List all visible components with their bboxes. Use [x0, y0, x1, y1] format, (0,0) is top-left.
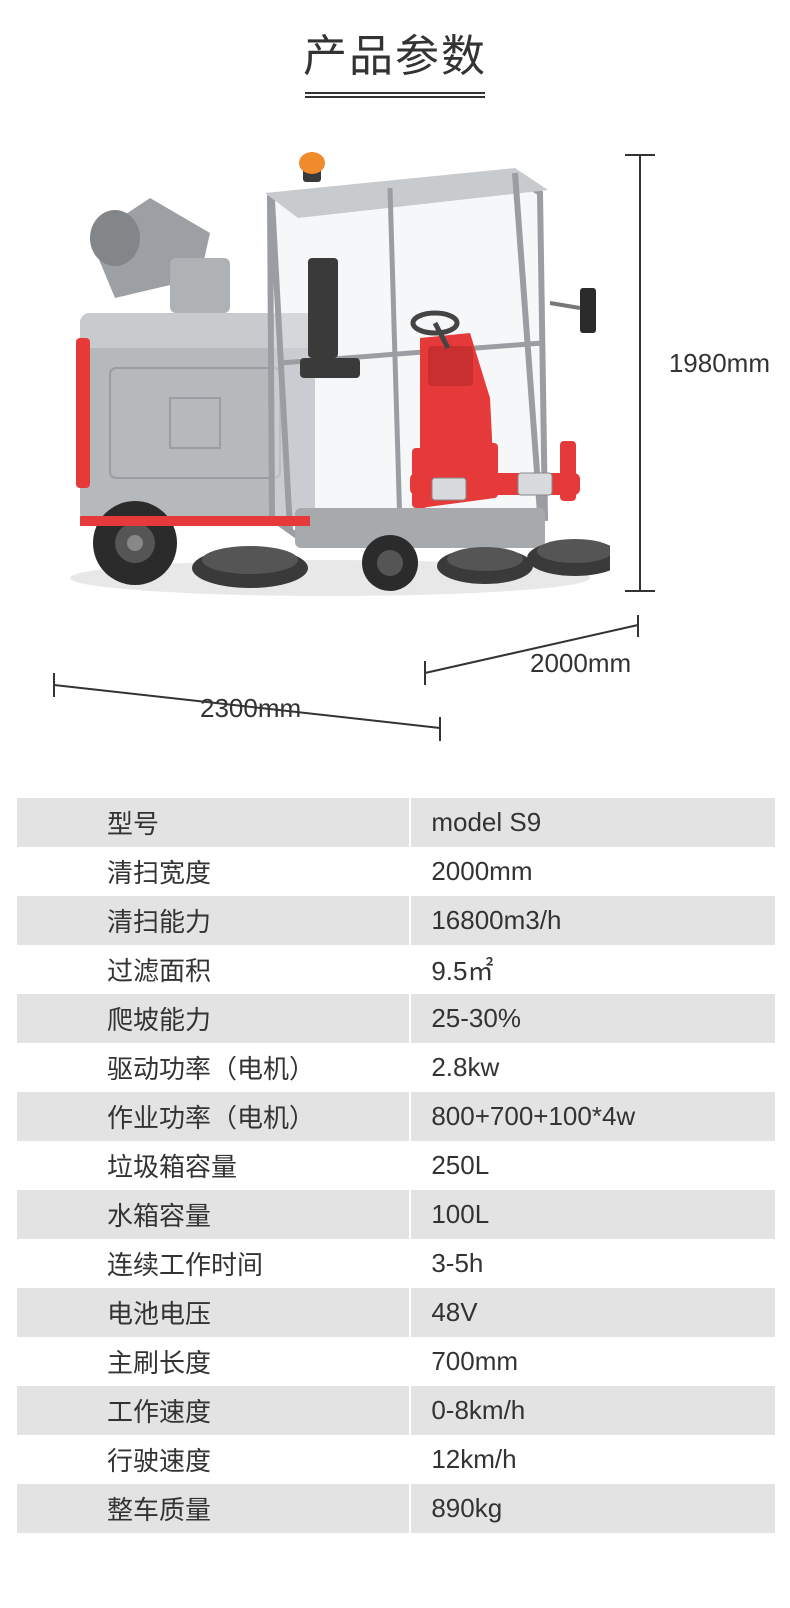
table-row: 清扫能力16800m3/h: [16, 896, 775, 945]
spec-label: 水箱容量: [16, 1190, 410, 1239]
table-row: 连续工作时间3-5h: [16, 1239, 775, 1288]
spec-value: 3-5h: [410, 1239, 775, 1288]
spec-label: 整车质量: [16, 1484, 410, 1533]
spec-value: 16800m3/h: [410, 896, 775, 945]
table-row: 作业功率（电机）800+700+100*4w: [16, 1092, 775, 1141]
height-dimension-line: [625, 153, 655, 593]
spec-label: 行驶速度: [16, 1435, 410, 1484]
spec-value: 9.5㎡: [410, 945, 775, 994]
spec-value: 25-30%: [410, 994, 775, 1043]
spec-label: 爬坡能力: [16, 994, 410, 1043]
spec-label: 驱动功率（电机）: [16, 1043, 410, 1092]
table-row: 过滤面积9.5㎡: [16, 945, 775, 994]
spec-value: 0-8km/h: [410, 1386, 775, 1435]
table-row: 主刷长度700mm: [16, 1337, 775, 1386]
spec-label: 主刷长度: [16, 1337, 410, 1386]
spec-value: 800+700+100*4w: [410, 1092, 775, 1141]
spec-label: 连续工作时间: [16, 1239, 410, 1288]
table-row: 型号model S9: [16, 798, 775, 847]
spec-value: 700mm: [410, 1337, 775, 1386]
table-row: 工作速度0-8km/h: [16, 1386, 775, 1435]
spec-label: 工作速度: [16, 1386, 410, 1435]
product-diagram: 1980mm 2000mm 2300mm: [0, 128, 790, 748]
spec-value: model S9: [410, 798, 775, 847]
spec-table: 型号model S9清扫宽度2000mm清扫能力16800m3/h过滤面积9.5…: [15, 798, 775, 1533]
spec-value: 48V: [410, 1288, 775, 1337]
spec-label: 清扫宽度: [16, 847, 410, 896]
table-row: 电池电压48V: [16, 1288, 775, 1337]
title-underline: [305, 92, 485, 98]
spec-label: 电池电压: [16, 1288, 410, 1337]
spec-value: 2000mm: [410, 847, 775, 896]
spec-label: 清扫能力: [16, 896, 410, 945]
table-row: 整车质量890kg: [16, 1484, 775, 1533]
spec-value: 890kg: [410, 1484, 775, 1533]
spec-label: 作业功率（电机）: [16, 1092, 410, 1141]
depth-dimension-label: 2000mm: [530, 648, 631, 679]
table-row: 行驶速度12km/h: [16, 1435, 775, 1484]
vehicle-illustration: [40, 138, 610, 618]
spec-value: 100L: [410, 1190, 775, 1239]
table-row: 水箱容量100L: [16, 1190, 775, 1239]
spec-label: 型号: [16, 798, 410, 847]
table-row: 驱动功率（电机）2.8kw: [16, 1043, 775, 1092]
spec-label: 过滤面积: [16, 945, 410, 994]
spec-value: 2.8kw: [410, 1043, 775, 1092]
height-dimension-label: 1980mm: [669, 348, 770, 379]
width-dimension-label: 2300mm: [200, 693, 301, 724]
page-title: 产品参数: [0, 0, 790, 92]
table-row: 爬坡能力25-30%: [16, 994, 775, 1043]
table-row: 清扫宽度2000mm: [16, 847, 775, 896]
spec-value: 250L: [410, 1141, 775, 1190]
table-row: 垃圾箱容量250L: [16, 1141, 775, 1190]
spec-value: 12km/h: [410, 1435, 775, 1484]
spec-label: 垃圾箱容量: [16, 1141, 410, 1190]
